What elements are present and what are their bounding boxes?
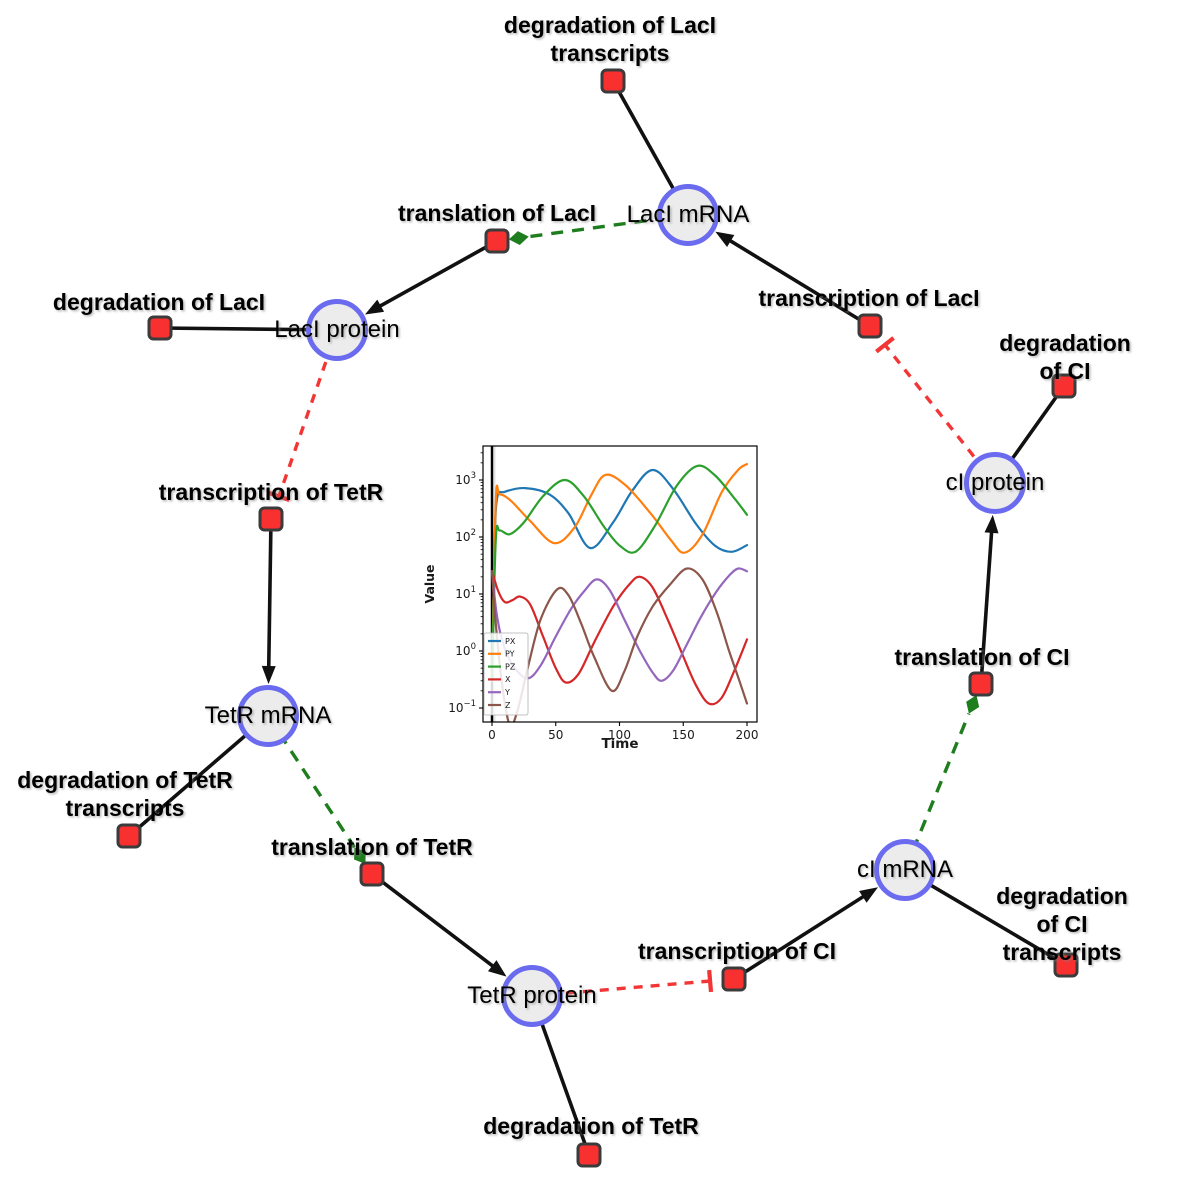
species-label-ci-protein: cI protein [945, 469, 1045, 496]
reaction-label-transc-tetr: transcription of TetR [158, 479, 384, 505]
species-node-tetr-mrna[interactable] [237, 685, 299, 747]
chart-series-PY [490, 463, 749, 682]
species-label-laci-mrna: LacI mRNA [626, 201, 750, 228]
reaction-label-transl-tetr: translation of TetR [271, 834, 473, 860]
chart-x-tick-label: 150 [672, 728, 695, 742]
reaction-label-transl-laci: translation of LacI [397, 200, 597, 226]
species-node-ci-protein[interactable] [964, 452, 1026, 514]
species-label-laci-protein: LacI protein [274, 316, 400, 343]
chart-legend-label-Z: Z [505, 701, 511, 710]
edge-transc-tetr-to-tetr-mrna[interactable] [261, 518, 276, 685]
chart-background [420, 430, 775, 770]
species-node-laci-mrna[interactable] [657, 184, 719, 246]
chart-x-tick-label: 100 [608, 728, 631, 742]
chart-legend: PX PY PZ XYZ [483, 632, 529, 716]
chart-series-X [490, 570, 749, 706]
edge-transl-laci-to-laci-protein[interactable] [364, 239, 498, 315]
reaction-node-transl-tetr[interactable] [359, 861, 385, 887]
reaction-label-deg-tetr-tx: degradation of TetR transcripts [17, 767, 233, 821]
chart-x-tick-label: 50 [548, 728, 563, 742]
species-label-tetr-mrna: TetR mRNA [204, 702, 332, 729]
chart-legend-label-PY: PY [505, 650, 515, 659]
edge-transc-laci-to-laci-mrna[interactable] [715, 231, 871, 328]
species-node-tetr-protein[interactable] [501, 965, 563, 1027]
chart-legend-label-X: X [505, 675, 511, 684]
chart-legend-label-Y: Y [504, 688, 510, 697]
reaction-node-deg-laci[interactable] [147, 315, 173, 341]
chart-xlabel: Time [601, 736, 638, 752]
reaction-label-deg-laci: degradation of LacI [52, 289, 266, 315]
chart-legend-label-PX: PX [505, 637, 516, 646]
reaction-label-transl-ci: translation of CI [894, 644, 1070, 670]
reaction-label-transc-laci: transcription of LacI [758, 285, 980, 311]
chart-x-tick-label: 0 [488, 728, 496, 742]
reaction-node-transc-laci[interactable] [857, 313, 883, 339]
edge-laci-protein-inhibits-transc-tetr[interactable] [267, 329, 339, 502]
reaction-label-deg-tetr: degradation of TetR [483, 1113, 699, 1139]
chart-legend-label-PZ: PZ [505, 662, 516, 671]
reaction-label-deg-ci: degradation of CI [999, 330, 1131, 384]
edge-transl-ci-to-ci-protein[interactable] [979, 514, 999, 685]
reaction-node-transl-laci[interactable] [484, 228, 510, 254]
species-node-ci-mrna[interactable] [874, 839, 936, 901]
edge-ci-protein-inhibits-transc-laci[interactable] [875, 336, 997, 485]
reaction-node-deg-ci-tx[interactable] [1053, 952, 1079, 978]
chart-ylabel: Value [422, 564, 437, 603]
reaction-label-deg-ci-tx: degradation of CI transcripts [996, 883, 1128, 965]
reaction-node-deg-tetr[interactable] [576, 1142, 602, 1168]
species-label-ci-mrna: cI mRNA [857, 856, 953, 883]
chart-series-PZ [490, 464, 749, 682]
reaction-label-deg-laci-tx: degradation of LacI transcripts [503, 12, 717, 66]
edge-transl-tetr-to-tetr-protein[interactable] [370, 872, 507, 977]
chart-series-Z [490, 567, 749, 722]
reaction-node-deg-tetr-tx[interactable] [116, 823, 142, 849]
reaction-node-transl-ci[interactable] [968, 671, 994, 697]
species-label-tetr-protein: TetR protein [467, 982, 597, 1009]
edge-tetr-protein-inhibits-transc-ci[interactable] [531, 969, 714, 998]
edge-ci-mrna-to-deg-ci-tx[interactable] [904, 868, 1067, 967]
chart-x-tick-label: 200 [736, 728, 759, 742]
edge-transc-ci-to-ci-mrna[interactable] [733, 887, 879, 981]
species-node-laci-protein[interactable] [306, 299, 368, 361]
chart-series-group [490, 463, 749, 722]
inset-chart: 0 50 100 150 20010−1100101102103TimeValuePXP… [420, 430, 775, 770]
chart-series-PX [490, 468, 749, 682]
reaction-node-transc-tetr[interactable] [258, 506, 284, 532]
reaction-node-transc-ci[interactable] [721, 966, 747, 992]
reaction-node-deg-ci[interactable] [1051, 373, 1077, 399]
reaction-node-deg-laci-tx[interactable] [600, 68, 626, 94]
reaction-label-transc-ci: transcription of CI [637, 938, 837, 964]
